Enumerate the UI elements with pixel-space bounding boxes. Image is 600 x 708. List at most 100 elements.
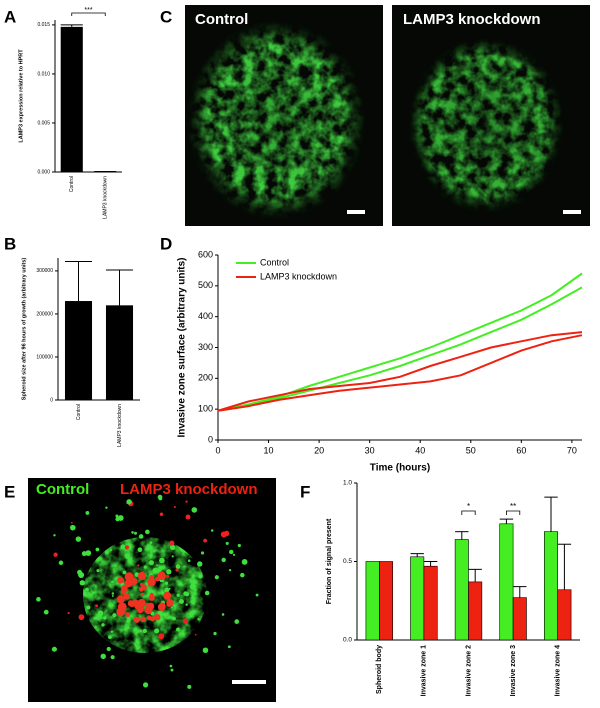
bar bbox=[544, 531, 559, 641]
cell bbox=[176, 593, 180, 597]
x-tick-label: LAMP3 knockdown bbox=[103, 176, 109, 219]
cell bbox=[194, 633, 197, 636]
panel-letter: B bbox=[4, 234, 16, 253]
x-tick-label: 30 bbox=[365, 445, 375, 455]
x-tick-label: Invasive zone 1 bbox=[421, 645, 428, 696]
cell bbox=[115, 514, 119, 518]
cell bbox=[137, 547, 143, 553]
cell bbox=[124, 545, 130, 550]
bar bbox=[60, 26, 83, 172]
cell bbox=[140, 616, 147, 623]
cell bbox=[124, 572, 134, 582]
cell bbox=[53, 552, 58, 557]
y-tick-label: 100000 bbox=[36, 354, 53, 360]
error-bar bbox=[60, 24, 83, 27]
cell bbox=[100, 616, 102, 619]
x-tick-label: Control bbox=[76, 404, 82, 420]
cell bbox=[220, 531, 227, 538]
cell bbox=[232, 553, 236, 556]
x-tick-label: 50 bbox=[466, 445, 476, 455]
cell bbox=[170, 606, 173, 609]
y-tick-label: 500 bbox=[198, 280, 213, 290]
microscopy-image bbox=[28, 478, 276, 702]
cell bbox=[163, 591, 172, 600]
bar bbox=[512, 597, 527, 641]
cell bbox=[149, 592, 154, 597]
cell bbox=[85, 510, 90, 515]
cell bbox=[137, 571, 147, 581]
cell bbox=[156, 564, 159, 567]
cell bbox=[144, 606, 153, 615]
panel-letter: A bbox=[4, 7, 16, 26]
y-tick-label: 0.010 bbox=[37, 71, 50, 77]
cell bbox=[228, 568, 232, 572]
cell bbox=[143, 682, 149, 688]
cell bbox=[108, 602, 113, 608]
cell bbox=[67, 611, 70, 615]
cell bbox=[227, 645, 231, 649]
scale-bar bbox=[232, 680, 266, 684]
cell bbox=[225, 541, 229, 545]
cell bbox=[157, 610, 162, 615]
panel-letter: D bbox=[160, 234, 172, 253]
cell bbox=[124, 579, 133, 588]
bar bbox=[378, 561, 393, 641]
cell bbox=[255, 593, 259, 597]
annotation: *** bbox=[84, 7, 92, 14]
cell bbox=[75, 536, 82, 542]
cell bbox=[140, 582, 144, 587]
scale-bar bbox=[347, 210, 365, 214]
cell bbox=[81, 551, 87, 557]
cell bbox=[123, 593, 130, 600]
error-bar bbox=[468, 568, 482, 582]
cell bbox=[158, 633, 165, 640]
cell bbox=[198, 573, 203, 579]
cell bbox=[169, 540, 175, 546]
cell bbox=[96, 569, 100, 573]
cell bbox=[58, 560, 64, 566]
significance-bracket bbox=[461, 510, 476, 515]
bar bbox=[423, 565, 438, 641]
significance-bracket bbox=[71, 12, 106, 16]
x-axis-label: Time (hours) bbox=[370, 463, 430, 474]
cell bbox=[164, 581, 169, 585]
cell bbox=[103, 616, 107, 620]
cell bbox=[148, 560, 154, 566]
cell bbox=[169, 544, 176, 551]
y-tick-label: 0 bbox=[50, 397, 53, 403]
cell bbox=[69, 524, 76, 531]
line bbox=[217, 331, 583, 412]
cell bbox=[120, 544, 126, 550]
cell bbox=[237, 543, 241, 548]
annotation: * bbox=[467, 502, 470, 511]
cell bbox=[95, 547, 100, 552]
cell bbox=[229, 549, 234, 555]
bar bbox=[64, 301, 93, 400]
cell bbox=[221, 557, 226, 563]
cell bbox=[134, 603, 140, 610]
bar bbox=[94, 171, 117, 172]
cell bbox=[159, 512, 164, 517]
cell bbox=[168, 587, 171, 590]
cell bbox=[203, 538, 208, 543]
cell bbox=[43, 609, 49, 615]
cell bbox=[241, 558, 248, 565]
bar bbox=[468, 581, 483, 641]
bar bbox=[499, 523, 514, 641]
y-axis-label: LAMP3 expression relative to HPRT bbox=[18, 49, 24, 143]
spheroid bbox=[186, 20, 366, 220]
y-tick-label: 200000 bbox=[36, 311, 53, 317]
error-bar bbox=[544, 496, 558, 532]
x-tick-label: Control bbox=[69, 176, 75, 192]
cell bbox=[197, 561, 203, 567]
cell bbox=[120, 588, 127, 595]
x-tick-label: 20 bbox=[314, 445, 324, 455]
cell bbox=[133, 616, 140, 623]
cell bbox=[202, 647, 209, 654]
x-tick-label: Invasive zone 4 bbox=[555, 645, 562, 696]
cell bbox=[166, 574, 170, 578]
cell bbox=[126, 499, 132, 505]
cell bbox=[210, 529, 214, 532]
y-axis-label: Invasive zone surface (arbitrary units) bbox=[177, 257, 188, 437]
bar bbox=[454, 539, 469, 641]
